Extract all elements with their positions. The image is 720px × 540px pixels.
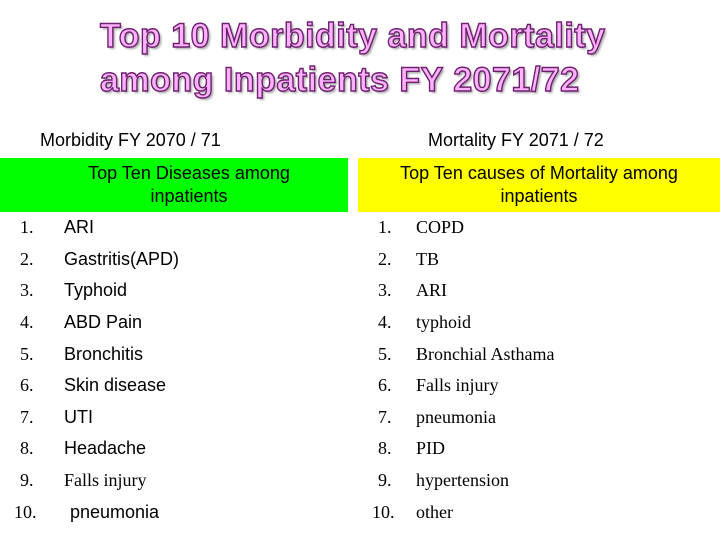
mortality-subheading: Top Ten causes of Mortality among inpati…: [358, 158, 720, 212]
morbidity-subheading-line-1: Top Ten Diseases among: [88, 163, 290, 183]
mortality-subheading-line-1: Top Ten causes of Mortality among: [400, 163, 678, 183]
morbidity-rank: 5.: [20, 343, 34, 364]
mortality-cause: pneumonia: [416, 406, 496, 427]
morbidity-disease: Falls injury: [64, 470, 147, 491]
table-row: 10. pneumonia 10. other: [0, 496, 720, 528]
morbidity-rank: 2.: [20, 248, 34, 269]
morbidity-rank: 7.: [20, 406, 34, 427]
mortality-rank: 9.: [378, 470, 392, 491]
morbidity-disease: Gastritis(APD): [64, 248, 180, 269]
mortality-rank: 5.: [378, 343, 392, 364]
table-row: 6. Skin disease 6. Falls injury: [0, 369, 720, 402]
morbidity-disease: UTI: [64, 406, 93, 427]
morbidity-mortality-table: Morbidity FY 2070 / 71 Mortality FY 2071…: [0, 122, 720, 528]
morbidity-heading: Morbidity FY 2070 / 71: [40, 129, 221, 150]
morbidity-rank: 4.: [20, 312, 34, 333]
morbidity-disease: Bronchitis: [64, 343, 144, 364]
morbidity-rank: 6.: [20, 375, 34, 396]
mortality-cause: PID: [416, 438, 446, 459]
table-row: 8. Headache 8. PID: [0, 433, 720, 465]
morbidity-subheading: Top Ten Diseases among inpatients: [0, 158, 349, 212]
morbidity-disease: ARI: [64, 217, 95, 238]
table-row: 5. Bronchitis 5. Bronchial Asthama: [0, 338, 720, 370]
morbidity-rank: 1.: [20, 217, 34, 238]
morbidity-rank: 3.: [20, 280, 34, 301]
mortality-rank: 2.: [378, 248, 392, 269]
mortality-rank: 1.: [378, 217, 392, 238]
mortality-cause: ARI: [416, 280, 448, 301]
mortality-cause: TB: [416, 248, 440, 269]
mortality-rank: 8.: [378, 438, 392, 459]
mortality-cause: Falls injury: [416, 375, 499, 396]
morbidity-disease: Typhoid: [64, 280, 128, 301]
table-row: 3. Typhoid 3. ARI: [0, 275, 720, 307]
mortality-cause: hypertension: [416, 470, 509, 491]
mortality-rank: 3.: [378, 280, 392, 301]
mortality-rank: 10.: [372, 501, 395, 522]
mortality-rank: 7.: [378, 406, 392, 427]
morbidity-rank: 10.: [14, 501, 37, 522]
mortality-heading: Mortality FY 2071 / 72: [428, 129, 604, 150]
morbidity-rank: 8.: [20, 438, 34, 459]
mortality-cause: COPD: [416, 217, 465, 238]
title-line-2: among Inpatients FY 2071/72: [99, 60, 580, 99]
morbidity-disease: Headache: [64, 438, 147, 459]
table-row: 1. ARI 1. COPD: [0, 212, 720, 244]
table-row: 2. Gastritis(APD) 2. TB: [0, 243, 720, 276]
table-row: 7. UTI 7. pneumonia: [0, 401, 720, 434]
morbidity-rank: 9.: [20, 470, 34, 491]
morbidity-disease: ABD Pain: [64, 312, 143, 333]
page-title: Top 10 Morbidity and Mortality among Inp…: [99, 14, 700, 102]
morbidity-subheading-line-2: inpatients: [150, 186, 228, 206]
mortality-rank: 4.: [378, 312, 392, 333]
mortality-cause: other: [416, 501, 453, 522]
mortality-cause: Bronchial Asthama: [416, 343, 555, 364]
title-line-1: Top 10 Morbidity and Mortality: [99, 16, 606, 55]
morbidity-disease: pneumonia: [70, 501, 160, 522]
header-row: Morbidity FY 2070 / 71 Mortality FY 2071…: [0, 122, 720, 158]
mortality-cause: typhoid: [416, 312, 472, 333]
subheader-row: Top Ten Diseases among inpatients Top Te…: [0, 158, 720, 212]
mortality-subheading-line-2: inpatients: [500, 186, 578, 206]
morbidity-disease: Skin disease: [64, 375, 167, 396]
table-row: 4. ABD Pain 4. typhoid: [0, 306, 720, 339]
mortality-rank: 6.: [378, 375, 392, 396]
table-row: 9. Falls injury 9. hypertension: [0, 464, 720, 497]
